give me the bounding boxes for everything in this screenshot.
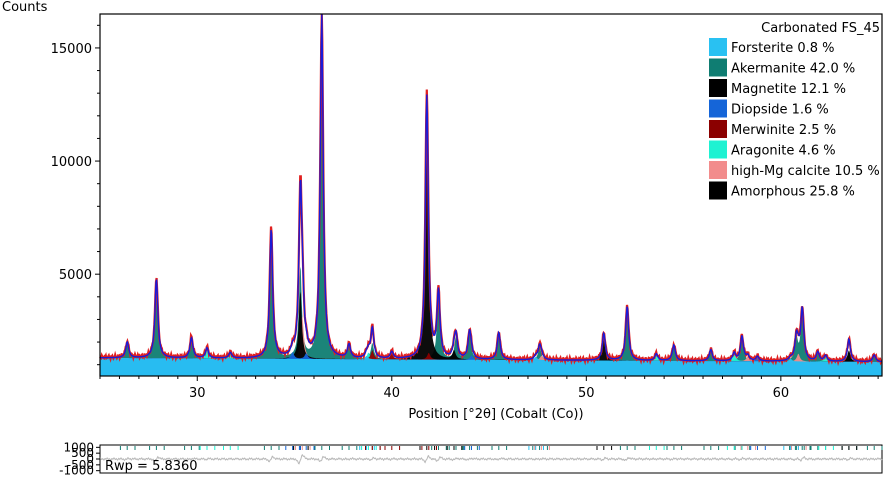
residual-y-tick-label: 500 <box>71 446 94 460</box>
residual-line <box>99 454 883 465</box>
legend-swatch <box>709 181 727 200</box>
x-tick-label: 40 <box>384 386 401 401</box>
legend-label: Diopside 1.6 % <box>731 103 829 118</box>
legend-label: Aragonite 4.6 % <box>731 144 836 159</box>
legend-swatch <box>709 38 727 56</box>
x-tick-label: 50 <box>578 386 595 401</box>
y-axis: 5000 10000 15000 <box>51 24 100 366</box>
rwp-label: Rwp = 5.8360 <box>105 459 198 474</box>
observed-profile <box>99 13 883 367</box>
residual-y-tick-label: -1000 <box>59 464 94 478</box>
legend-swatch <box>709 140 727 159</box>
legend-label: Amorphous 25.8 % <box>731 185 855 200</box>
legend-swatch <box>709 79 727 97</box>
y-axis-label: Counts <box>2 0 48 15</box>
y-tick-label: 15000 <box>51 42 92 57</box>
y-tick-label: 10000 <box>51 155 92 170</box>
legend-swatch <box>709 161 727 179</box>
residual-y-tick-label: 0 <box>86 452 94 466</box>
residual-y-tick-label: 1000 <box>63 440 94 454</box>
legend: Carbonated FS_45 Forsterite 0.8 % Akerman… <box>706 16 880 202</box>
legend-box <box>706 16 880 202</box>
x-tick-label: 30 <box>189 386 206 401</box>
residual-y-tick-label: -500 <box>67 458 94 472</box>
calculated-profile <box>100 13 883 363</box>
legend-label: Magnetite 12.1 % <box>731 82 846 97</box>
phase-fill-forsterite <box>100 355 882 376</box>
legend-label: Merwinite 2.5 % <box>731 123 836 138</box>
x-axis: 30 40 50 60 <box>99 376 879 401</box>
plot-frame <box>99 13 883 377</box>
main-plot: 30 40 50 60 5000 10000 15000 Counts Position … <box>2 0 883 422</box>
legend-title: Carbonated FS_45 <box>761 21 880 36</box>
reference-ticks <box>119 446 883 450</box>
legend-swatch <box>709 58 727 77</box>
x-axis-label: Position [°2θ] (Cobalt (Co)) <box>408 407 583 422</box>
y-tick-label: 5000 <box>59 268 92 283</box>
x-tick-label: 60 <box>773 386 790 401</box>
legend-swatch <box>709 120 727 138</box>
legend-label: Akermanite 42.0 % <box>731 62 855 77</box>
legend-label: high-Mg calcite 10.5 % <box>731 164 880 179</box>
legend-items: Forsterite 0.8 % Akermanite 42.0 % Magneti… <box>709 38 880 200</box>
legend-swatch <box>709 99 727 118</box>
legend-label: Forsterite 0.8 % <box>731 41 835 56</box>
profile-lines <box>99 13 883 367</box>
